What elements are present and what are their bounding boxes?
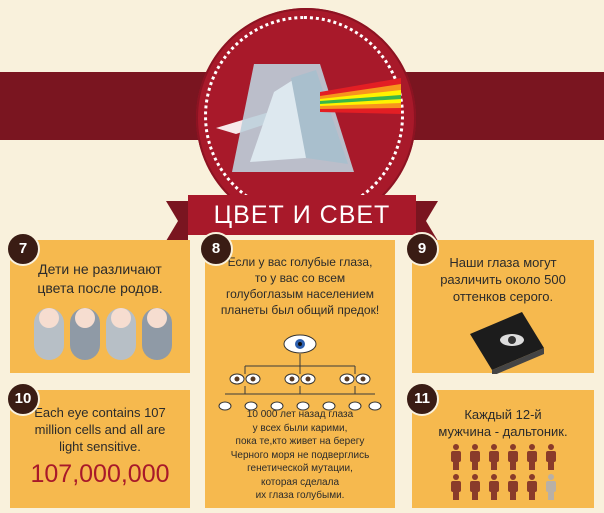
person-icon — [527, 474, 537, 500]
eye-icon — [218, 401, 382, 411]
person-icon — [489, 444, 499, 470]
person-icons — [451, 444, 556, 500]
person-icon — [508, 474, 518, 500]
fact-card-8: Если у вас голубые глаза, то у вас со вс… — [205, 240, 395, 508]
fact-card-7: Дети не различают цвета после родов. — [10, 240, 190, 373]
eye-icon — [283, 334, 317, 354]
baby-icon — [106, 308, 136, 360]
fact-number-badge: 8 — [199, 232, 233, 266]
book-icon — [470, 312, 544, 374]
person-icon — [470, 474, 480, 500]
baby-icon — [142, 308, 172, 360]
person-icon — [451, 444, 461, 470]
fact-8-note: 10 000 лет назад глаза у всех были карим… — [230, 409, 370, 501]
fact-number-badge: 9 — [405, 232, 439, 266]
prism-icon — [216, 64, 401, 172]
person-icon — [546, 444, 556, 470]
fact-11-text: Каждый 12-й мужчина - дальтоник. — [438, 407, 568, 439]
baby-icons — [34, 308, 172, 360]
person-icon — [546, 474, 556, 500]
fact-card-11: Каждый 12-й мужчина - дальтоник. — [412, 390, 594, 508]
person-icon — [470, 444, 480, 470]
fact-number-badge: 10 — [6, 382, 40, 416]
baby-icon — [34, 308, 64, 360]
header-emblem — [196, 8, 416, 228]
eye-icon — [284, 373, 316, 385]
person-icon — [508, 444, 518, 470]
eye-icon — [229, 373, 261, 385]
fact-card-10: Each eye contains 107 million cells and … — [10, 390, 190, 508]
eye-family-tree — [218, 334, 382, 411]
fact-10-big-number: 107,000,000 — [30, 460, 170, 488]
fact-card-9: Наши глаза могут различить около 500 отт… — [412, 240, 594, 374]
fact-number-badge: 11 — [405, 382, 439, 416]
fact-9-text: Наши глаза могут различить около 500 отт… — [440, 255, 566, 304]
person-icon — [489, 474, 499, 500]
fact-8-text: Если у вас голубые глаза, то у вас со вс… — [220, 255, 380, 317]
eye-icon — [339, 373, 371, 385]
person-icon — [527, 444, 537, 470]
person-icon — [451, 474, 461, 500]
fact-10-text: Each eye contains 107 million cells and … — [34, 405, 166, 454]
page-title: ЦВЕТ И СВЕТ — [166, 195, 438, 241]
fact-number-badge: 7 — [6, 232, 40, 266]
baby-icon — [70, 308, 100, 360]
fact-7-text: Дети не различают цвета после родов. — [37, 261, 163, 296]
